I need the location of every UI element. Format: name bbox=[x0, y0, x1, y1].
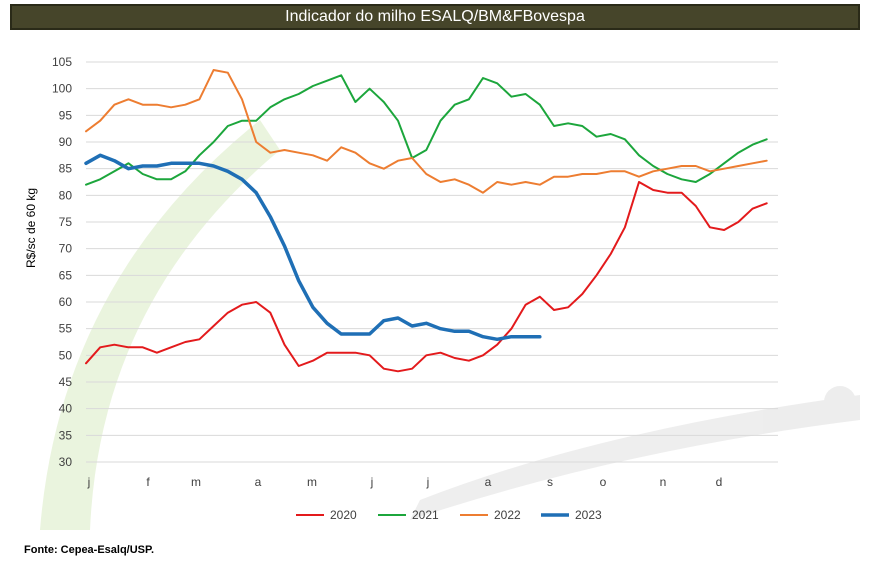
y-tick-label: 105 bbox=[52, 55, 72, 69]
y-tick-label: 35 bbox=[59, 428, 73, 442]
series-line-2021 bbox=[85, 74, 768, 186]
series-lines bbox=[84, 69, 768, 373]
watermark bbox=[40, 120, 860, 530]
y-tick-label: 95 bbox=[59, 108, 73, 122]
x-tick-label: o bbox=[600, 475, 607, 489]
x-tick-label: m bbox=[307, 475, 317, 489]
legend-label-2020: 2020 bbox=[330, 508, 357, 522]
x-tick-label: j bbox=[370, 475, 374, 489]
y-tick-label: 40 bbox=[59, 402, 73, 416]
y-tick-label: 55 bbox=[59, 322, 73, 336]
x-tick-label: s bbox=[547, 475, 553, 489]
y-axis-label: R$/sc de 60 kg bbox=[24, 188, 38, 268]
chart-title: Indicador do milho ESALQ/BM&FBovespa bbox=[10, 4, 860, 30]
x-tick-label: m bbox=[191, 475, 201, 489]
series-line-2022 bbox=[85, 69, 768, 194]
x-tick-label: n bbox=[660, 475, 667, 489]
series-line-2023 bbox=[84, 153, 542, 342]
y-axis-ticks: 30 35 40 45 50 55 60 65 70 75 80 85 90 95 100 105 bbox=[52, 55, 72, 469]
x-tick-label: d bbox=[716, 475, 723, 489]
series-line-2020 bbox=[85, 181, 768, 373]
y-tick-label: 85 bbox=[59, 162, 73, 176]
legend-label-2021: 2021 bbox=[412, 508, 439, 522]
y-tick-label: 75 bbox=[59, 215, 73, 229]
legend-label-2023: 2023 bbox=[575, 508, 602, 522]
source-note: Fonte: Cepea-Esalq/USP. bbox=[24, 544, 154, 556]
y-tick-label: 50 bbox=[59, 348, 73, 362]
y-tick-label: 70 bbox=[59, 242, 73, 256]
y-tick-label: 65 bbox=[59, 268, 73, 282]
y-tick-label: 30 bbox=[59, 455, 73, 469]
y-tick-label: 60 bbox=[59, 295, 73, 309]
legend-label-2022: 2022 bbox=[494, 508, 521, 522]
y-tick-label: 90 bbox=[59, 135, 73, 149]
grid-lines bbox=[86, 61, 778, 463]
legend: 2020 2021 2022 2023 bbox=[296, 508, 602, 522]
y-tick-label: 80 bbox=[59, 188, 73, 202]
x-tick-label: a bbox=[255, 475, 262, 489]
y-tick-label: 45 bbox=[59, 375, 73, 389]
y-tick-label: 100 bbox=[52, 82, 72, 96]
x-tick-label: f bbox=[146, 475, 150, 489]
x-tick-label: a bbox=[485, 475, 492, 489]
x-tick-label: j bbox=[426, 475, 430, 489]
x-tick-label: j bbox=[87, 475, 91, 489]
